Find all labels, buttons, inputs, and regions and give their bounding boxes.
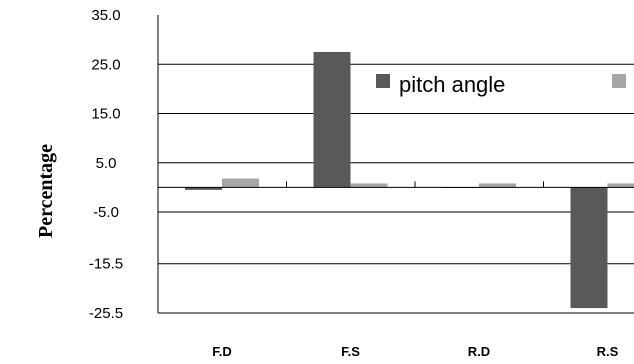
y-tick-label: 5.0	[96, 155, 117, 172]
axes	[157, 15, 634, 313]
category-label: R.D	[468, 344, 490, 359]
bar-az-FS	[350, 183, 388, 188]
category-label: F.D	[212, 344, 232, 359]
gridlines	[158, 63, 634, 314]
legend-swatch	[612, 74, 626, 88]
bar-az-RD	[479, 183, 516, 188]
y-tick-label: -15.5	[89, 256, 123, 273]
category-label: F.S	[341, 344, 360, 359]
bar-pitch-angle-FD	[185, 187, 222, 190]
y-tick-label: 35.0	[91, 7, 120, 24]
legend-swatch	[376, 74, 390, 88]
y-tick-label: 15.0	[91, 106, 120, 123]
category-label: R.S	[597, 344, 619, 359]
bar-az-FD	[222, 178, 259, 188]
y-tick-label: 25.0	[91, 56, 120, 73]
y-axis-label: Percentage	[35, 144, 57, 238]
legend: pitch angleaz	[376, 72, 626, 97]
y-tick-label: -5.0	[93, 204, 119, 221]
y-tick-label: -25.5	[89, 305, 123, 322]
y-tick-labels: 35.0 25.0 15.0 5.0 -5.0 -15.5 -25.5	[89, 7, 123, 322]
bar-az-RS	[607, 183, 634, 188]
bar-pitch-angle-FS	[313, 51, 351, 188]
bars	[185, 51, 634, 309]
category-labels: F.D F.S R.D R.S	[212, 344, 618, 359]
bar-pitch-angle-RS	[570, 187, 608, 309]
legend-label: pitch angle	[399, 72, 505, 97]
